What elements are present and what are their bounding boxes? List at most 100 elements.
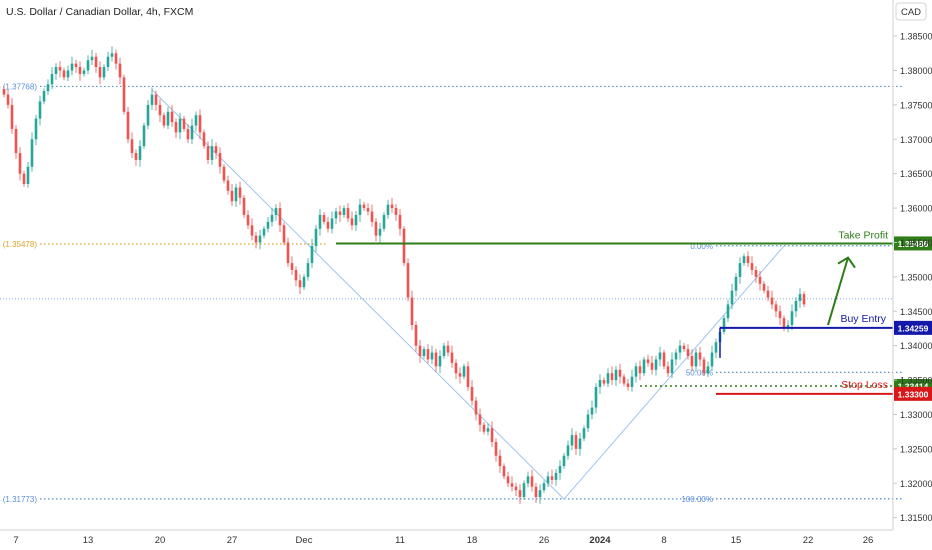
- y-tick-label: 1.35500: [900, 238, 932, 248]
- candle-body: [14, 128, 18, 154]
- candle-body: [102, 67, 106, 78]
- candle-body: [90, 56, 94, 61]
- buy-entry-price-text: 1.34259: [898, 323, 929, 333]
- candle-body: [286, 242, 290, 264]
- candle-body: [486, 428, 490, 432]
- candle-body: [358, 204, 362, 215]
- candle-body: [162, 115, 166, 126]
- candle-body: [654, 359, 658, 370]
- candle-body: [106, 56, 110, 68]
- x-tick-label: 20: [155, 535, 166, 546]
- candle-body: [66, 70, 70, 78]
- candle-body: [394, 208, 398, 215]
- candle-body: [86, 60, 90, 71]
- candle-body: [366, 208, 370, 212]
- y-tick-label: 1.36000: [900, 204, 932, 214]
- candle-body: [462, 366, 466, 377]
- candle-body: [166, 111, 170, 126]
- candle-body: [222, 166, 226, 181]
- candle-body: [258, 235, 262, 243]
- candle-body: [174, 122, 178, 133]
- candle-body: [738, 263, 742, 277]
- candle-body: [562, 455, 566, 467]
- candle-body: [234, 187, 238, 202]
- candle-body: [546, 476, 550, 484]
- candle-body: [490, 428, 494, 442]
- candle-body: [410, 297, 414, 326]
- candle-body: [94, 56, 98, 68]
- candle-body: [110, 53, 114, 57]
- axes: [0, 0, 894, 531]
- candle-body: [346, 208, 350, 219]
- candle-body: [270, 214, 274, 222]
- take-profit-price-text: 1.35486: [898, 239, 929, 249]
- candle-body: [354, 214, 358, 226]
- candle-body: [398, 214, 402, 229]
- candle-body: [598, 380, 602, 387]
- candle-body: [442, 345, 446, 356]
- candle-body: [298, 280, 302, 288]
- trend-lines: [151, 89, 785, 500]
- candle-body: [778, 311, 782, 319]
- candle-body: [482, 424, 486, 432]
- x-tick-label: 15: [731, 535, 742, 546]
- candle-body: [574, 435, 578, 449]
- candle-body: [662, 352, 666, 367]
- y-tick-label: 1.37500: [900, 100, 932, 110]
- y-tick-label: 1.33000: [900, 410, 932, 420]
- candle-body: [370, 211, 374, 222]
- candle-body: [698, 352, 702, 360]
- candle-body: [758, 276, 762, 284]
- candle-body: [722, 318, 726, 332]
- candle-body: [326, 221, 330, 229]
- candle-body: [518, 490, 522, 498]
- candle-body: [294, 270, 298, 281]
- candle-body: [374, 221, 378, 236]
- candle-body: [794, 300, 798, 312]
- candle-body: [626, 383, 630, 387]
- candle-body: [730, 290, 734, 305]
- buy-entry-price-tag: [894, 320, 932, 335]
- candle-body: [674, 352, 678, 360]
- candle-body: [526, 476, 530, 484]
- buy-entry-label: Buy Entry: [840, 313, 886, 325]
- candle-body: [138, 146, 142, 160]
- candle-body: [426, 349, 430, 360]
- candle-body: [538, 490, 542, 498]
- x-tick-label: 7: [13, 535, 18, 546]
- candle-body: [250, 225, 254, 236]
- currency-badge[interactable]: CAD: [895, 2, 927, 21]
- candle-body: [46, 84, 50, 92]
- x-tick-label: 8: [661, 535, 666, 546]
- chart-title: U.S. Dollar / Canadian Dollar, 4h, FXCM: [6, 6, 193, 18]
- stop-marker-price-text: 1.33414: [898, 381, 929, 391]
- candle-body: [550, 476, 554, 480]
- candle-body: [266, 221, 270, 229]
- y-tick-label: 1.32500: [900, 444, 932, 454]
- candle-body: [458, 373, 462, 377]
- x-tick-label: 22: [803, 535, 814, 546]
- candle-body: [770, 297, 774, 305]
- candle-body: [130, 139, 134, 154]
- candle-body: [502, 466, 506, 477]
- candle-body: [402, 228, 406, 264]
- fib-level-label: 0.00% (1.31773): [0, 495, 37, 504]
- y-tick-label: 1.35000: [900, 272, 932, 282]
- target-arrow-line: [827, 257, 849, 326]
- candle-body: [214, 146, 218, 154]
- candle-body: [158, 104, 162, 116]
- candle-body: [558, 466, 562, 473]
- candle-body: [638, 366, 642, 374]
- candle-body: [774, 304, 778, 312]
- trend-line: [151, 89, 565, 500]
- candle-body: [218, 153, 222, 167]
- x-tick-label: 26: [539, 535, 550, 546]
- x-tick-label: 11: [395, 535, 405, 546]
- candle-body: [642, 359, 646, 374]
- candle-body: [610, 373, 614, 381]
- candle-body: [614, 369, 618, 381]
- candle-body: [510, 483, 514, 487]
- candle-body: [190, 125, 194, 140]
- candle-body: [450, 352, 454, 363]
